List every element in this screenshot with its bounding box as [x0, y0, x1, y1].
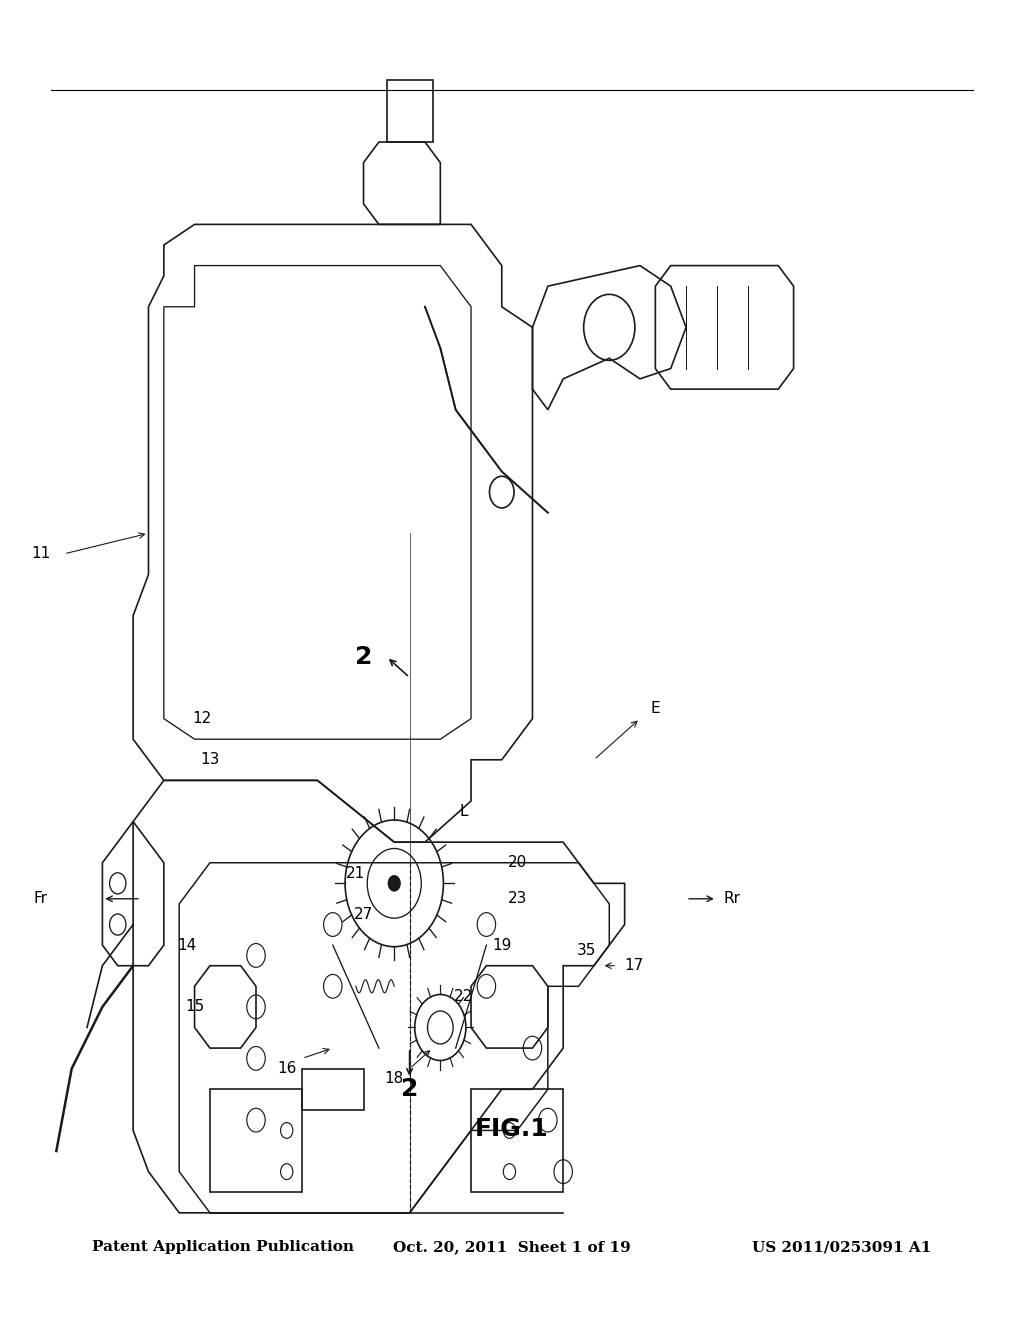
Text: 11: 11	[32, 546, 50, 561]
Text: 13: 13	[201, 752, 219, 767]
Text: Oct. 20, 2011  Sheet 1 of 19: Oct. 20, 2011 Sheet 1 of 19	[393, 1241, 631, 1254]
Text: 35: 35	[577, 942, 596, 958]
Text: 23: 23	[508, 891, 526, 907]
Text: 12: 12	[193, 711, 212, 726]
Text: 22: 22	[454, 989, 473, 1005]
Text: 15: 15	[185, 999, 204, 1014]
Text: Patent Application Publication: Patent Application Publication	[92, 1241, 354, 1254]
Text: 14: 14	[177, 937, 197, 953]
Circle shape	[388, 875, 400, 891]
Text: 16: 16	[278, 1061, 296, 1076]
Text: 27: 27	[354, 907, 373, 921]
Text: FIG.1: FIG.1	[475, 1117, 549, 1140]
Text: 18: 18	[385, 1072, 403, 1086]
Text: Rr: Rr	[724, 891, 740, 907]
Text: E: E	[650, 701, 660, 715]
Text: 17: 17	[625, 958, 644, 973]
Text: 2: 2	[401, 1077, 418, 1101]
Text: Fr: Fr	[34, 891, 48, 907]
Text: US 2011/0253091 A1: US 2011/0253091 A1	[753, 1241, 932, 1254]
Text: 21: 21	[346, 866, 366, 880]
Text: 20: 20	[508, 855, 526, 870]
Text: 2: 2	[355, 645, 372, 669]
Text: L: L	[459, 804, 468, 818]
Text: 19: 19	[493, 937, 511, 953]
